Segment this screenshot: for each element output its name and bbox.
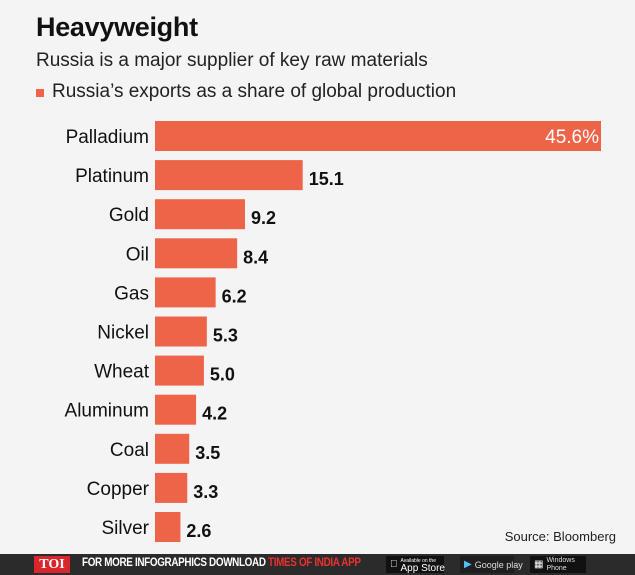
value-label: 45.6%: [545, 127, 599, 148]
legend: Russia’s exports as a share of global pr…: [36, 81, 456, 103]
bar-gold: [155, 199, 245, 230]
bar-platinum: [155, 160, 303, 191]
source-note: Source: Bloomberg: [504, 529, 616, 544]
bar-nickel: [155, 316, 207, 347]
footer-banner: TOI FOR MORE INFOGRAPHICS DOWNLOAD TIMES…: [0, 554, 635, 575]
value-label: 5.3: [213, 326, 238, 346]
app-store-label: App Store: [393, 562, 445, 574]
bar-gas: [155, 277, 216, 308]
promo-text-red: TIMES OF INDIA APP: [268, 557, 361, 569]
bar-copper: [155, 472, 188, 503]
value-label: 2.6: [186, 521, 211, 541]
toi-logo: TOI: [34, 556, 70, 573]
value-label: 15.1: [309, 169, 344, 189]
category-label: Gold: [109, 205, 149, 226]
value-label: 4.2: [202, 404, 227, 424]
google-play-label: Google play: [474, 559, 523, 570]
bar-aluminum: [155, 394, 197, 425]
value-label: 9.2: [251, 208, 276, 228]
value-label: 5.0: [210, 365, 235, 385]
bar-wheat: [155, 355, 204, 386]
value-label: 6.2: [222, 286, 247, 306]
category-label: Gas: [114, 283, 149, 304]
promo-text-white: FOR MORE INFOGRAPHICS DOWNLOAD: [82, 557, 269, 569]
chart-subtitle: Russia is a major supplier of key raw ma…: [36, 50, 428, 71]
windows-label: Phone: [546, 564, 567, 572]
category-label: Oil: [126, 244, 149, 265]
app-store-small: Available on the: [393, 557, 437, 564]
promo-text: FOR MORE INFOGRAPHICS DOWNLOAD TIMES OF …: [82, 557, 361, 569]
category-label: Palladium: [66, 127, 149, 148]
category-label: Wheat: [94, 362, 150, 383]
bar-silver: [155, 512, 181, 542]
value-label: 8.4: [243, 247, 268, 267]
windows-phone-badge[interactable]: ▦ Windows Phone: [530, 556, 586, 573]
bar-oil: [155, 238, 238, 269]
app-store-text: Available on the App Store: [393, 557, 445, 574]
bar-palladium: [155, 121, 601, 151]
google-play-badge[interactable]: ▶ Google play: [460, 556, 523, 573]
windows-icon: ▦: [534, 559, 544, 570]
legend-swatch: [36, 89, 44, 97]
legend-label: Russia’s exports as a share of global pr…: [52, 81, 457, 102]
category-label: Aluminum: [65, 401, 149, 422]
category-label: Copper: [87, 479, 150, 500]
category-label: Platinum: [75, 166, 149, 187]
apple-icon: : [390, 559, 398, 570]
value-label: 3.5: [195, 443, 220, 463]
category-label: Silver: [101, 518, 149, 539]
windows-small: Windows: [546, 556, 575, 564]
windows-phone-text: Windows Phone: [546, 557, 574, 573]
value-label: 3.3: [193, 482, 218, 502]
category-label: Coal: [110, 440, 149, 461]
bar-chart: Palladium 45.6% Platinum 15.1 Gold 9.2 Oil 8.4 G…: [65, 121, 601, 542]
category-label: Nickel: [97, 323, 149, 344]
google-play-icon: ▶: [464, 559, 472, 570]
bar-coal: [155, 433, 190, 464]
chart-title: Heavyweight: [36, 12, 198, 42]
